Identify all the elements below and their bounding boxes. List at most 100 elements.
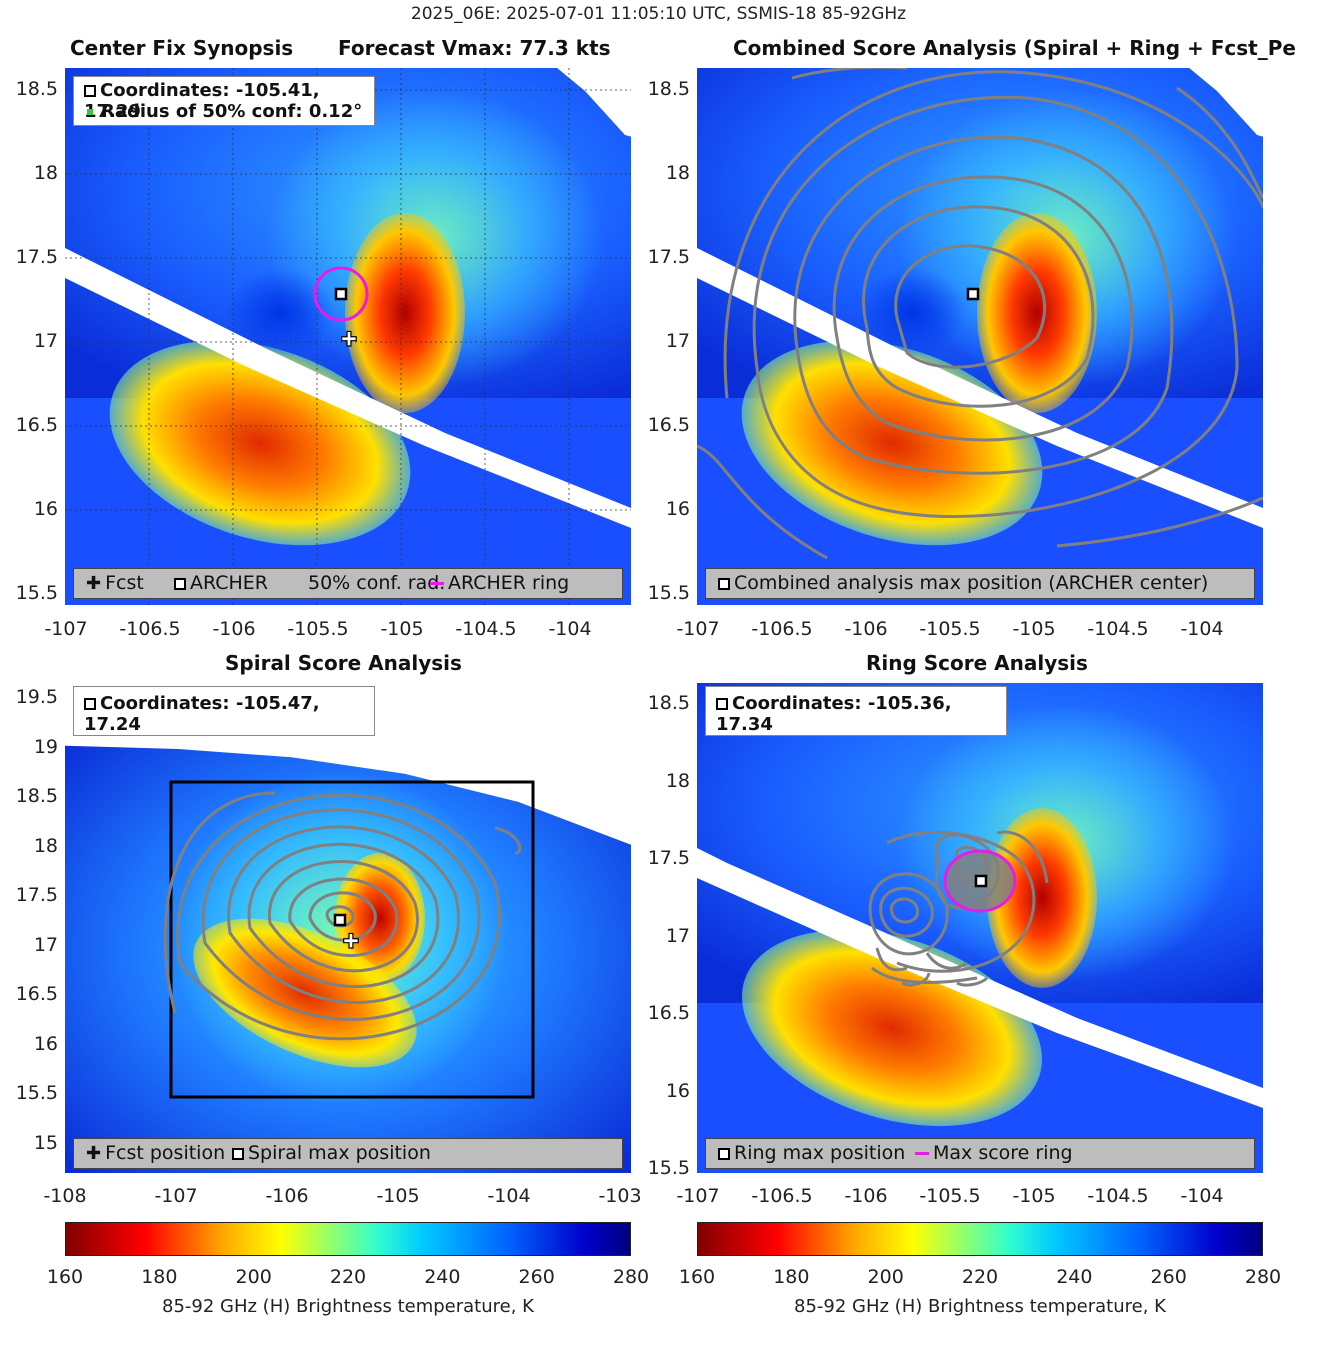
colorbar-right-tick-label: 240 xyxy=(1056,1266,1093,1288)
colorbar-left-tick-label: 280 xyxy=(612,1266,650,1288)
panel3-plot: ✚ Coordinates: -105.47, 17.24 ✚ Fcst posi… xyxy=(65,683,631,1173)
panel3-ytick-label: 18 xyxy=(33,834,58,857)
panel1-xtick-label: -104.5 xyxy=(455,618,517,640)
panel2-ytick-label: 15.5 xyxy=(647,582,690,604)
panel2-max-marker xyxy=(966,287,980,301)
panel1-bottom-legend: ✚ Fcst ARCHER 50% conf. rad. ARCHER ring xyxy=(73,568,623,599)
panel4-ytick-label: 16.5 xyxy=(647,1002,690,1024)
panel4-ytick-label: 18.5 xyxy=(647,692,690,714)
magenta-line-icon xyxy=(915,1152,929,1155)
legend-ring: ARCHER ring xyxy=(448,572,570,594)
panel4-bottom-legend: Ring max position Max score ring xyxy=(705,1138,1255,1169)
panel4-title: Ring Score Analysis xyxy=(866,651,1088,675)
colorbar-right-tick-label: 180 xyxy=(773,1266,810,1288)
panel3-contours xyxy=(163,791,522,1041)
panel4-xtick-label: -104.5 xyxy=(1087,1185,1149,1207)
panel4-overlay xyxy=(697,830,1263,1108)
panel3-info-legend: Coordinates: -105.47, 17.24 xyxy=(73,686,375,736)
panel3-ytick-label: 16 xyxy=(33,1032,58,1055)
square-marker-icon xyxy=(716,698,728,710)
panel2-xtick-label: -104.5 xyxy=(1087,618,1149,640)
panel4-ytick-label: 15.5 xyxy=(647,1157,690,1179)
legend-fcst-position: Fcst position xyxy=(105,1142,226,1164)
panel1-swath-gap xyxy=(65,248,631,528)
legend-ring-max: Ring max position xyxy=(734,1142,906,1164)
panel3-ytick-label: 17.5 xyxy=(15,884,58,906)
archer-square-icon xyxy=(84,85,96,97)
panel3-ytick-label: 17 xyxy=(33,933,58,956)
panel3-xtick-label: -104 xyxy=(487,1185,531,1207)
panel3-xtick-label: -106 xyxy=(265,1185,309,1207)
panel3-overlay: ✚ xyxy=(163,780,535,1099)
panel4-info-legend: Coordinates: -105.36, 17.34 xyxy=(705,686,1007,736)
panel1-ytick-label: 17.5 xyxy=(15,246,58,268)
panel2-xtick-label: -107 xyxy=(676,618,720,640)
panel3-xtick-label: -103 xyxy=(598,1185,642,1207)
panel4-xtick-label: -105 xyxy=(1012,1185,1056,1207)
panel1-plot: ✚ Coordinates: -105.41, 17.29 Radius of … xyxy=(65,68,631,605)
legend-spiral-max: Spiral max position xyxy=(248,1142,431,1164)
colorbar-right-label: 85-92 GHz (H) Brightness temperature, K xyxy=(794,1296,1166,1317)
colorbar-left-tick-label: 240 xyxy=(424,1266,461,1288)
plus-icon: ✚ xyxy=(86,1143,102,1164)
panel1-ytick-label: 17 xyxy=(33,330,58,352)
panel1-vmax-title: Forecast Vmax: 77.3 kts xyxy=(338,36,611,60)
colorbar-left xyxy=(65,1222,631,1256)
panel1-xtick-label: -104 xyxy=(548,618,592,640)
colorbar-left-tick-label: 260 xyxy=(518,1266,555,1288)
legend-combined: Combined analysis max position (ARCHER c… xyxy=(734,572,1209,594)
panel1-title: Center Fix Synopsis xyxy=(70,36,294,60)
panel2-contours xyxy=(697,68,1263,560)
panel2-ytick-label: 16.5 xyxy=(647,414,690,436)
magenta-line-icon xyxy=(430,582,444,585)
panel4-ytick-label: 16 xyxy=(665,1079,690,1102)
colorbar-right-tick-label: 200 xyxy=(867,1266,904,1288)
panel4-xtick-label: -105.5 xyxy=(919,1185,981,1207)
panel1-ytick-label: 18 xyxy=(33,162,58,184)
panel1-fcst-marker: ✚ xyxy=(341,327,358,351)
square-marker-icon xyxy=(84,698,96,710)
panel2-ytick-label: 17 xyxy=(665,330,690,352)
panel2-xtick-label: -106 xyxy=(844,618,888,640)
panel2-ytick-label: 17.5 xyxy=(647,246,690,268)
panel4-coords: Coordinates: -105.36, 17.34 xyxy=(716,693,952,735)
colorbar-left-tick-label: 200 xyxy=(235,1266,272,1288)
archer-square-icon xyxy=(174,577,186,590)
panel2-ytick-label: 18 xyxy=(665,162,690,184)
panel3-ytick-label: 19 xyxy=(33,735,58,758)
colorbar-left-tick-label: 180 xyxy=(141,1266,178,1288)
legend-fcst: Fcst xyxy=(105,572,144,594)
colorbar-left-tick-label: 220 xyxy=(329,1266,367,1288)
square-marker-icon xyxy=(718,1147,730,1160)
panel4-swath-gap xyxy=(697,848,1263,1108)
panel3-ytick-label: 19.5 xyxy=(15,686,58,708)
panel3-bottom-legend: ✚ Fcst position Spiral max position xyxy=(73,1138,623,1169)
panel3-analysis-box xyxy=(169,780,535,1099)
panel3-ytick-label: 18.5 xyxy=(15,785,58,807)
panel1-xtick-label: -105 xyxy=(380,618,424,640)
conf-dot-icon xyxy=(87,109,93,115)
square-marker-icon xyxy=(718,577,730,590)
panel2-plot: Combined analysis max position (ARCHER c… xyxy=(697,68,1263,605)
panel4-xtick-label: -106.5 xyxy=(751,1185,813,1207)
panel1-gridlines xyxy=(65,68,631,605)
panel4-heatmap xyxy=(697,683,1263,1173)
colorbar-left-tick-label: 160 xyxy=(46,1266,84,1288)
panel4-ytick-label: 18 xyxy=(665,769,690,792)
panel3-ytick-label: 16.5 xyxy=(15,983,58,1005)
plus-icon: ✚ xyxy=(86,573,102,594)
panel2-xtick-label: -105 xyxy=(1012,618,1056,640)
panel2-title: Combined Score Analysis (Spiral + Ring +… xyxy=(733,36,1296,60)
colorbar-right-tick-label: 280 xyxy=(1244,1266,1282,1288)
panel3-spiral-marker xyxy=(333,913,347,927)
panel2-xtick-label: -105.5 xyxy=(919,618,981,640)
panel2-xtick-label: -104 xyxy=(1180,618,1224,640)
panel1-archer-ring xyxy=(313,266,369,322)
legend-archer: ARCHER xyxy=(190,572,269,594)
colorbar-right xyxy=(697,1222,1263,1256)
panel2-overlay xyxy=(697,68,1263,560)
panel2-heatmap xyxy=(697,68,1263,605)
panel1-coords: Coordinates: -105.41, 17.29 xyxy=(84,80,320,122)
panel2-swath-gap xyxy=(697,248,1263,528)
legend-max-score-ring: Max score ring xyxy=(933,1142,1073,1164)
